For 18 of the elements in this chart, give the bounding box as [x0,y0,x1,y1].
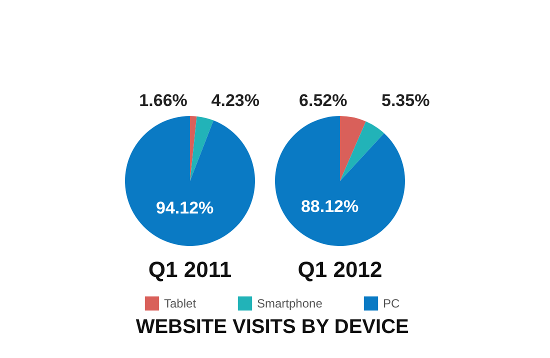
text: WEBSITE VISITS BY DEVICE [136,316,409,338]
pie-slice [275,116,405,246]
pie-slice [190,116,214,181]
data-label: 4.23% [211,91,260,110]
pie-slice [340,121,384,181]
pie-slice [340,116,366,181]
legend-label: Tablet [164,296,197,310]
data-label: 5.35% [382,91,430,110]
pie-slice [190,116,197,181]
pie-slice [125,116,255,246]
data-label: 6.52% [299,91,348,110]
data-label: 1.66% [139,91,188,110]
text: Q1 2011 [148,257,232,282]
data-label: 88.12% [300,197,359,216]
legend-label: PC [383,296,400,310]
legend-label: Smartphone [257,296,323,310]
text: Q1 2012 [298,257,382,282]
data-label: 94.12% [156,198,214,218]
